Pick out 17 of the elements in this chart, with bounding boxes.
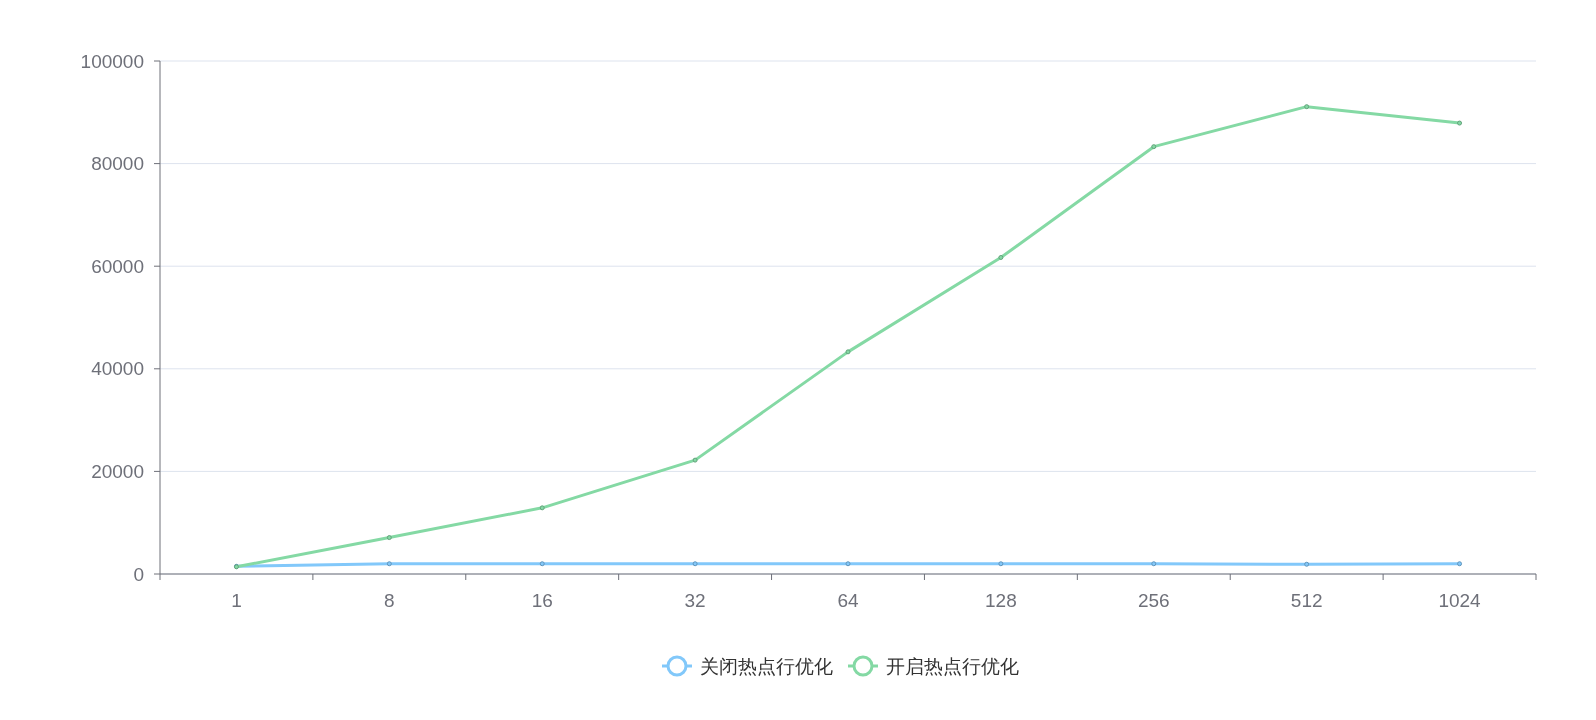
x-tick-label: 32 — [684, 590, 706, 611]
x-tick-label: 512 — [1290, 590, 1323, 611]
y-tick-label: 0 — [133, 563, 144, 585]
legend-label: 关闭热点行优化 — [700, 655, 833, 677]
y-tick-label: 40000 — [91, 358, 144, 380]
y-tick-label: 100000 — [80, 50, 144, 72]
y-tick-label: 20000 — [91, 461, 144, 483]
x-tick-label: 256 — [1137, 590, 1170, 611]
x-tick-label: 128 — [985, 590, 1017, 611]
y-tick-label: 80000 — [91, 153, 144, 175]
x-tick-label: 16 — [531, 590, 553, 611]
x-tick-label: 1024 — [1438, 590, 1482, 611]
x-tick-label: 1 — [231, 590, 242, 611]
x-tick-label: 8 — [384, 590, 395, 611]
y-tick-label: 60000 — [91, 255, 144, 277]
x-tick-label: 64 — [837, 590, 859, 611]
legend-label: 开启热点行优化 — [886, 655, 1019, 677]
